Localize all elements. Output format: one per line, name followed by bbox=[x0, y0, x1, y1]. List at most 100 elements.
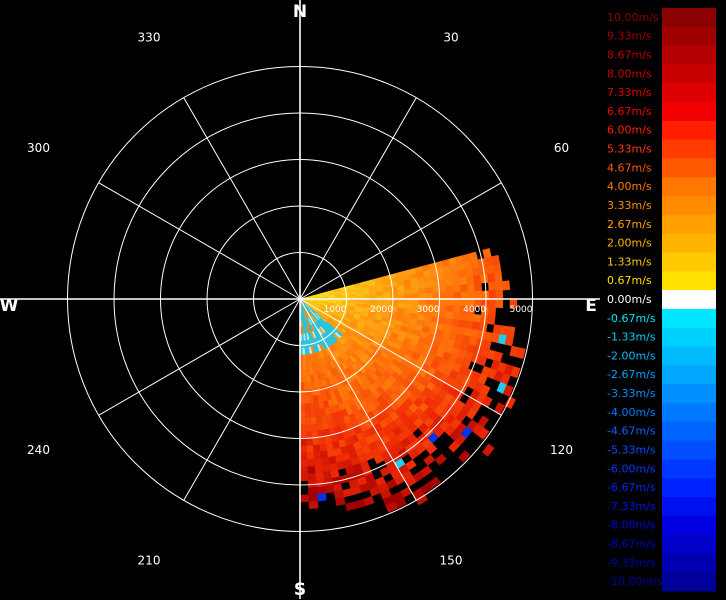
echo-cell bbox=[423, 454, 436, 466]
echo-cell bbox=[491, 254, 501, 266]
echo-cell bbox=[335, 496, 346, 507]
legend-label: -0.67m/s bbox=[607, 312, 656, 325]
legend-label: 2.67m/s bbox=[607, 218, 652, 231]
legend-label: -8.00m/s bbox=[607, 519, 656, 532]
echo-cell bbox=[410, 283, 419, 290]
echo-cell bbox=[308, 402, 315, 411]
echo-cell bbox=[307, 473, 317, 482]
legend-label: 8.67m/s bbox=[607, 49, 652, 62]
echo-cell bbox=[444, 272, 453, 281]
echo-cell bbox=[424, 281, 433, 289]
echo-cell bbox=[389, 285, 398, 292]
legend-label: 9.33m/s bbox=[607, 30, 652, 43]
bearing-spoke bbox=[98, 182, 301, 300]
legend-swatch bbox=[662, 572, 716, 592]
range-label-5000: 5000 bbox=[510, 305, 533, 315]
echo-cell bbox=[304, 396, 310, 405]
legend-swatch bbox=[662, 515, 716, 536]
echo-cell bbox=[318, 436, 326, 445]
bearing-spoke bbox=[299, 298, 417, 501]
echo-cell bbox=[504, 396, 516, 410]
echo-cell bbox=[453, 284, 462, 293]
legend-label: 6.67m/s bbox=[607, 105, 652, 118]
echo-cell bbox=[510, 366, 521, 379]
echo-cell bbox=[299, 445, 307, 454]
legend-swatch bbox=[662, 478, 716, 498]
echo-cell bbox=[425, 298, 434, 306]
legend-label: 3.33m/s bbox=[607, 199, 652, 212]
echo-cell bbox=[306, 459, 315, 468]
bearing-spoke bbox=[299, 182, 502, 300]
legend-label: 2.00m/s bbox=[607, 237, 652, 250]
bearing-label-330: 330 bbox=[138, 31, 161, 45]
echo-cell bbox=[473, 314, 482, 324]
legend-swatch bbox=[662, 384, 716, 404]
echo-cell bbox=[488, 306, 497, 317]
echo-cell bbox=[453, 298, 462, 307]
echo-cell bbox=[495, 289, 504, 300]
echo-cell bbox=[315, 472, 325, 481]
legend-label: -4.67m/s bbox=[607, 425, 656, 438]
echo-cell bbox=[439, 304, 448, 313]
echo-cell bbox=[299, 473, 309, 482]
echo-cell bbox=[383, 290, 392, 296]
legend-label: 1.33m/s bbox=[607, 255, 652, 268]
echo-cell bbox=[299, 424, 307, 433]
echo-cell bbox=[324, 484, 335, 494]
legend-swatch bbox=[662, 139, 716, 159]
echo-cell bbox=[418, 293, 427, 300]
legend-label: 6.00m/s bbox=[607, 124, 652, 137]
echo-cell bbox=[495, 298, 504, 309]
echo-cell bbox=[299, 466, 308, 475]
legend-swatch bbox=[662, 26, 716, 47]
bearing-label-120: 120 bbox=[550, 443, 573, 457]
echo-cell bbox=[504, 335, 514, 347]
echo-cell bbox=[437, 273, 446, 281]
echo-cell bbox=[369, 292, 378, 297]
echo-cell bbox=[303, 389, 309, 398]
echo-cell bbox=[448, 440, 461, 453]
legend-label: 5.33m/s bbox=[607, 143, 652, 156]
echo-cell bbox=[307, 466, 316, 475]
echo-cell bbox=[309, 409, 316, 418]
legend-swatch bbox=[662, 252, 716, 272]
echo-cell bbox=[488, 298, 497, 308]
echo-cell bbox=[304, 417, 312, 426]
echo-cell bbox=[299, 417, 306, 426]
echo-cell bbox=[418, 287, 427, 295]
bearing-spoke bbox=[299, 298, 502, 416]
bearing-label-60: 60 bbox=[554, 141, 569, 155]
echo-cell bbox=[467, 291, 476, 300]
echo-cell bbox=[458, 450, 471, 463]
legend-label: -2.00m/s bbox=[607, 349, 656, 362]
legend-swatch bbox=[662, 158, 716, 178]
echo-cell bbox=[451, 270, 460, 280]
south-label: S bbox=[294, 580, 306, 600]
legend-swatch bbox=[662, 214, 716, 235]
legend-swatch bbox=[662, 196, 716, 216]
echo-cell bbox=[417, 282, 426, 289]
polar-grid bbox=[0, 0, 600, 599]
range-label-3000: 3000 bbox=[417, 305, 440, 315]
echo-cell bbox=[385, 501, 398, 513]
east-label: E bbox=[585, 296, 597, 316]
echo-cell bbox=[307, 487, 318, 496]
legend-label: 8.00m/s bbox=[607, 67, 652, 80]
legend-swatch bbox=[662, 365, 716, 385]
echo-cell bbox=[355, 293, 364, 297]
echo-cell bbox=[472, 267, 481, 277]
echo-cell bbox=[305, 438, 314, 447]
echo-cell bbox=[373, 453, 385, 465]
legend-swatch bbox=[662, 308, 716, 329]
echo-cell bbox=[416, 276, 426, 284]
echo-cell bbox=[299, 494, 310, 503]
echo-cell bbox=[488, 290, 497, 300]
legend-swatch bbox=[662, 271, 716, 291]
echo-cell bbox=[311, 437, 320, 446]
echo-cell bbox=[452, 277, 461, 286]
echo-cell bbox=[453, 291, 462, 300]
echo-cell bbox=[411, 288, 420, 295]
legend-label: 0.67m/s bbox=[607, 274, 652, 287]
legend-label: -10.00m/s bbox=[607, 575, 663, 588]
